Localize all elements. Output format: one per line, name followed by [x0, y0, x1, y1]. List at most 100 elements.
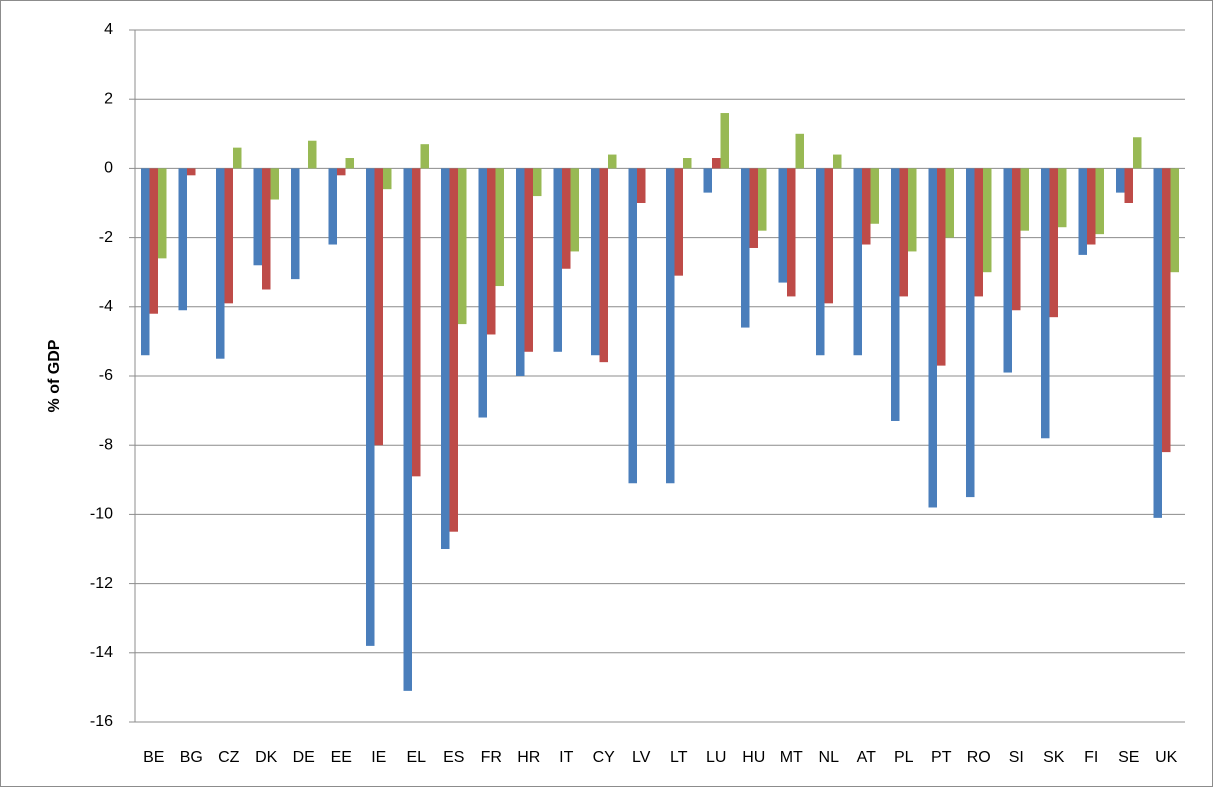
bar [974, 168, 983, 297]
x-tick-label: SI [1009, 749, 1024, 766]
bar [945, 168, 954, 238]
bar [449, 168, 458, 532]
bar [666, 168, 675, 484]
bar [966, 168, 975, 498]
x-tick-label: SK [1043, 749, 1065, 766]
bar [608, 154, 617, 169]
bar [1124, 168, 1133, 203]
bar [628, 168, 637, 484]
x-tick-label: IT [559, 749, 573, 766]
y-axis-label: % of GDP [46, 339, 63, 412]
bar [187, 168, 196, 176]
bar [1087, 168, 1096, 245]
bar [1041, 168, 1050, 439]
bar [1003, 168, 1012, 373]
bar [216, 168, 225, 359]
bar [703, 168, 712, 193]
bar [983, 168, 992, 273]
bar [328, 168, 337, 245]
bar [637, 168, 646, 203]
y-tick-label: -16 [90, 713, 113, 730]
y-tick-label: 0 [104, 160, 113, 177]
bar [308, 140, 317, 169]
x-tick-label: DE [293, 749, 315, 766]
x-tick-label: UK [1155, 749, 1178, 766]
bar [553, 168, 562, 352]
bar [741, 168, 750, 328]
x-tick-label: AT [857, 749, 876, 766]
bar [158, 168, 167, 259]
bar [833, 154, 842, 169]
bar [749, 168, 758, 248]
bar [495, 168, 504, 287]
bar [674, 168, 683, 276]
bar [1133, 137, 1142, 169]
bar [516, 168, 525, 376]
bar [928, 168, 937, 508]
bar [891, 168, 900, 421]
x-tick-label: HR [517, 749, 540, 766]
bar [824, 168, 833, 304]
x-tick-label: CY [593, 749, 616, 766]
x-tick-label: BE [143, 749, 164, 766]
y-tick-label: -10 [90, 506, 113, 523]
bar [1049, 168, 1058, 318]
bar [412, 168, 421, 477]
bar [795, 133, 804, 169]
x-tick-label: LV [632, 749, 651, 766]
bar [366, 168, 375, 646]
bar [403, 168, 412, 691]
bar [345, 158, 354, 169]
bar [1095, 168, 1104, 235]
x-tick-label: EL [406, 749, 426, 766]
x-tick-label: HU [742, 749, 765, 766]
bar [599, 168, 608, 363]
bar [1153, 168, 1162, 518]
x-tick-label: LU [706, 749, 726, 766]
x-tick-label: EE [331, 749, 352, 766]
x-tick-label: FR [481, 749, 502, 766]
bar [562, 168, 571, 269]
bar [1116, 168, 1125, 193]
x-tick-label: PL [894, 749, 914, 766]
y-tick-label: -14 [90, 644, 113, 661]
bar [441, 168, 450, 549]
x-tick-label: ES [443, 749, 464, 766]
bar [262, 168, 271, 290]
bar [458, 168, 467, 325]
x-tick-label: SE [1118, 749, 1139, 766]
bar [291, 168, 300, 280]
bar [420, 144, 429, 169]
y-tick-label: -12 [90, 575, 113, 592]
bar [591, 168, 600, 356]
x-tick-label: BG [180, 749, 203, 766]
bar [524, 168, 533, 352]
y-tick-label: -8 [99, 436, 113, 453]
bar [374, 168, 383, 446]
bar [853, 168, 862, 356]
bar [720, 113, 729, 169]
bar [141, 168, 150, 356]
bar [233, 147, 242, 169]
y-tick-label: 2 [104, 90, 113, 107]
bar [1078, 168, 1087, 255]
bar [149, 168, 158, 314]
bar [1162, 168, 1171, 453]
bar [758, 168, 767, 231]
x-tick-label: IE [371, 749, 386, 766]
bar [908, 168, 917, 252]
bar [862, 168, 871, 245]
bar [712, 158, 721, 169]
y-tick-label: -4 [99, 298, 113, 315]
x-tick-label: CZ [218, 749, 240, 766]
y-tick-label: -2 [99, 229, 113, 246]
x-tick-label: LT [670, 749, 688, 766]
x-tick-label: MT [780, 749, 803, 766]
bar [178, 168, 187, 311]
x-tick-label: NL [819, 749, 840, 766]
bar [487, 168, 496, 335]
bar [478, 168, 487, 418]
bar [337, 168, 346, 176]
bar [1058, 168, 1067, 228]
